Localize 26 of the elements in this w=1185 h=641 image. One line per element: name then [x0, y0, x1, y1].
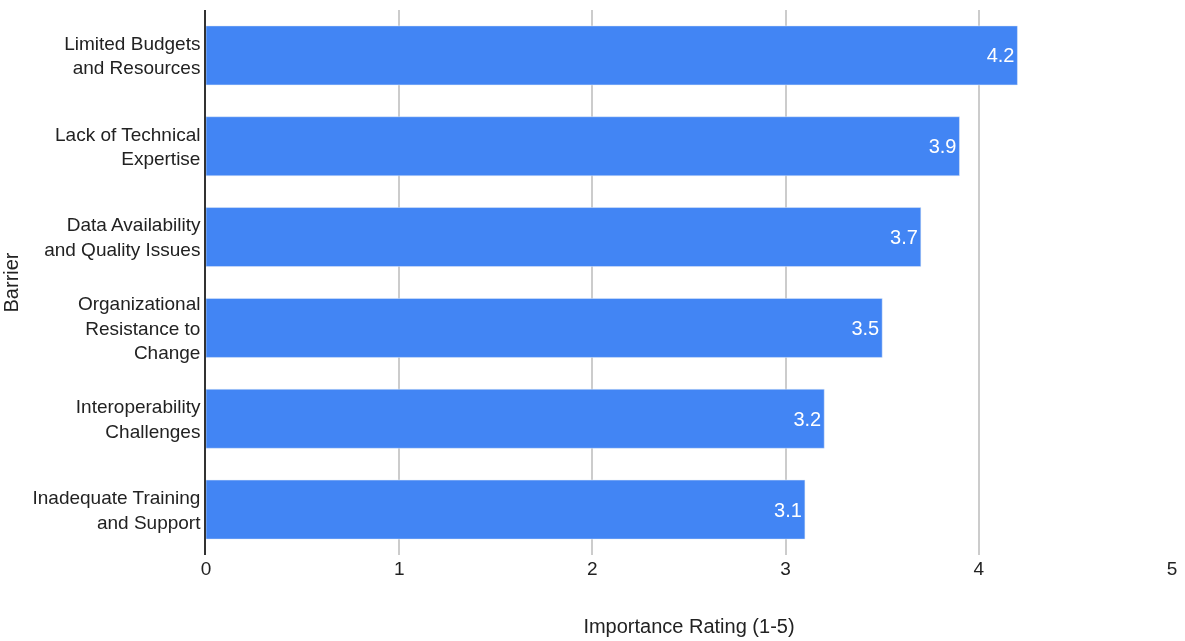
x-tick-label: 0	[200, 558, 212, 579]
data-label: 3.7	[890, 226, 918, 249]
bar	[206, 298, 883, 358]
data-label: 3.5	[851, 316, 880, 339]
x-tick-label: 1	[393, 558, 405, 579]
x-axis-title: Importance Rating (1-5)	[583, 614, 795, 637]
x-tick-label: 2	[587, 558, 598, 579]
y-tick-label: Data Availability and Quality Issues	[44, 214, 201, 261]
x-tick-label: 5	[1166, 558, 1178, 579]
y-tick-label: Organizational Resistance to Change	[77, 292, 201, 364]
bar	[206, 479, 806, 540]
y-tick-label: Interoperability Challenges	[75, 396, 201, 442]
y-tick-label: Lack of Technical Expertise	[55, 123, 201, 170]
bar	[206, 116, 960, 177]
bar	[206, 388, 825, 449]
bar	[206, 25, 1018, 86]
data-label: 3.1	[774, 498, 802, 521]
data-label: 4.2	[986, 44, 1015, 67]
y-axis-title: Barrier	[0, 252, 22, 313]
x-tick-label: 3	[780, 558, 791, 579]
data-label: 3.9	[928, 135, 957, 158]
y-tick-label: Limited Budgets and Resources	[64, 32, 201, 79]
data-label: 3.2	[793, 407, 822, 430]
y-tick-label: Inadequate Training and Support	[32, 486, 202, 533]
x-tick-label: 4	[973, 558, 985, 579]
bar	[206, 207, 922, 267]
